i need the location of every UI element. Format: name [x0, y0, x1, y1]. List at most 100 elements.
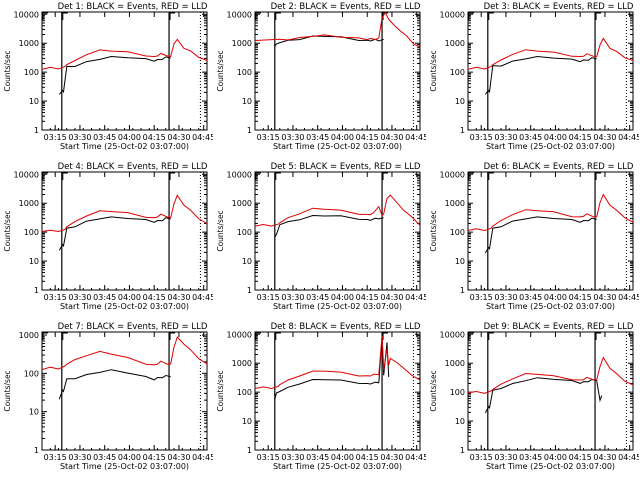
- x-tick-label: 03:15: [257, 133, 280, 142]
- y-tick-label: 100: [237, 68, 252, 77]
- x-tick-label: 03:30: [68, 293, 91, 302]
- x-tick-label: 04:15: [569, 453, 592, 462]
- corner-marker: [468, 172, 474, 180]
- x-tick-label: 03:45: [93, 133, 116, 142]
- x-tick-label: 03:30: [494, 293, 517, 302]
- corner-marker: [62, 332, 68, 340]
- chart-title: Det 8: BLACK = Events, RED = LLD: [271, 322, 421, 332]
- corner-marker: [488, 12, 494, 20]
- y-tick-label: 10: [29, 408, 39, 417]
- y-tick-label: 10000: [227, 170, 252, 179]
- corner-marker: [62, 172, 68, 180]
- y-tick-label: 10000: [14, 170, 39, 179]
- corner-marker: [255, 332, 261, 340]
- y-tick-label: 10000: [440, 330, 465, 339]
- detector-chart-6: Det 6: BLACK = Events, RED = LLD 1 10 100 10…: [429, 162, 639, 311]
- x-tick-label: 04:15: [356, 293, 379, 302]
- x-axis-label: Start Time (25-Oct-02 03:07:00): [486, 302, 615, 311]
- y-tick-label: 10: [242, 257, 252, 266]
- y-tick-label: 1000: [232, 199, 252, 208]
- y-tick-label: 1000: [445, 199, 465, 208]
- corner-marker: [468, 332, 474, 340]
- x-tick-label: 03:15: [470, 133, 493, 142]
- y-tick-label: 1000: [19, 39, 39, 48]
- y-tick-label: 100: [24, 369, 39, 378]
- corner-marker: [169, 332, 176, 340]
- series-black-line: [58, 216, 171, 251]
- x-tick-label: 04:30: [380, 453, 403, 462]
- x-axis-label: Start Time (25-Oct-02 03:07:00): [273, 142, 402, 151]
- chart-title: Det 4: BLACK = Events, RED = LLD: [58, 162, 208, 172]
- y-tick-label: 100: [24, 228, 39, 237]
- corner-marker: [255, 12, 261, 20]
- x-tick-label: 03:45: [306, 133, 329, 142]
- y-axis-label: Counts/sec: [3, 50, 12, 91]
- x-tick-label: 03:15: [257, 453, 280, 462]
- corner-marker: [382, 172, 389, 180]
- corner-marker: [275, 12, 281, 20]
- series-red-line: [41, 38, 208, 70]
- detector-chart-2: Det 2: BLACK = Events, RED = LLD 1 10 100 10…: [216, 2, 426, 151]
- x-tick-label: 03:45: [93, 293, 116, 302]
- y-tick-label: 100: [24, 68, 39, 77]
- corner-marker: [488, 332, 494, 340]
- series-red-line: [41, 194, 208, 233]
- x-tick-label: 04:30: [593, 133, 616, 142]
- series-red-line: [41, 336, 208, 371]
- series-black-line: [274, 35, 384, 47]
- y-tick-label: 100: [237, 388, 252, 397]
- x-tick-label: 04:15: [356, 453, 379, 462]
- corner-marker: [382, 12, 389, 20]
- x-axis-label: Start Time (25-Oct-02 03:07:00): [60, 302, 189, 311]
- y-tick-label: 1000: [19, 331, 39, 340]
- series-red-line: [254, 335, 421, 390]
- series-red-line: [467, 193, 634, 232]
- y-axis-label: Counts/sec: [216, 210, 225, 251]
- y-tick-label: 10: [455, 417, 465, 426]
- x-tick-label: 04:00: [544, 453, 567, 462]
- chart-title: Det 6: BLACK = Events, RED = LLD: [484, 162, 634, 172]
- corner-marker: [488, 172, 494, 180]
- y-tick-label: 100: [450, 68, 465, 77]
- x-tick-label: 03:30: [281, 453, 304, 462]
- y-tick-label: 1: [247, 126, 252, 135]
- corner-marker: [169, 172, 176, 180]
- x-tick-label: 03:45: [306, 293, 329, 302]
- y-axis-label: Counts/sec: [216, 50, 225, 91]
- x-tick-label: 03:45: [519, 293, 542, 302]
- series-black-line: [58, 55, 171, 95]
- corner-marker: [42, 12, 48, 20]
- x-tick-label: 04:00: [544, 293, 567, 302]
- corner-marker: [255, 172, 261, 180]
- detector-chart-4: Det 4: BLACK = Events, RED = LLD 1 10 100 10…: [3, 162, 213, 311]
- series-red-line: [254, 11, 421, 48]
- chart-title: Det 7: BLACK = Events, RED = LLD: [58, 322, 208, 332]
- x-tick-label: 04:15: [356, 133, 379, 142]
- y-tick-label: 10000: [227, 330, 252, 339]
- y-axis-label: Counts/sec: [3, 370, 12, 411]
- x-tick-label: 03:45: [519, 133, 542, 142]
- x-tick-label: 04:00: [118, 453, 141, 462]
- plot-frame: [467, 11, 634, 131]
- x-tick-label: 03:45: [93, 453, 116, 462]
- y-tick-label: 10: [242, 97, 252, 106]
- detector-chart-1: Det 1: BLACK = Events, RED = LLD 1 10 100 10…: [3, 2, 213, 151]
- x-axis-label: Start Time (25-Oct-02 03:07:00): [486, 142, 615, 151]
- y-axis-label: Counts/sec: [429, 370, 438, 411]
- x-tick-label: 04:45: [405, 133, 426, 142]
- y-tick-label: 1000: [232, 359, 252, 368]
- x-tick-label: 04:45: [405, 293, 426, 302]
- y-tick-label: 1000: [232, 39, 252, 48]
- x-tick-label: 03:45: [519, 453, 542, 462]
- chart-title: Det 5: BLACK = Events, RED = LLD: [271, 162, 421, 172]
- plot-frame: [41, 331, 208, 451]
- plot-frame: [254, 11, 421, 131]
- y-axis-label: Counts/sec: [429, 210, 438, 251]
- x-tick-label: 04:15: [143, 133, 166, 142]
- x-tick-label: 04:45: [192, 293, 213, 302]
- series-red-line: [467, 356, 634, 394]
- x-tick-label: 04:30: [167, 133, 190, 142]
- y-tick-label: 10: [29, 257, 39, 266]
- x-tick-label: 04:30: [380, 293, 403, 302]
- corner-marker: [42, 172, 48, 180]
